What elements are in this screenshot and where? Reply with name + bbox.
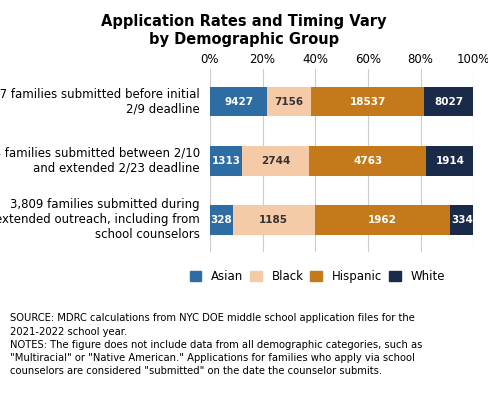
Bar: [427, 146, 473, 175]
Bar: [267, 87, 311, 116]
Bar: [425, 87, 473, 116]
Text: 7156: 7156: [275, 97, 304, 107]
Bar: [210, 146, 242, 175]
Bar: [210, 87, 267, 116]
Text: 9427: 9427: [224, 97, 253, 107]
Bar: [450, 205, 473, 234]
Text: 18537: 18537: [349, 97, 386, 107]
Text: 4763: 4763: [353, 156, 383, 166]
Text: 3,809 families submitted during
extended outreach, including from
school counsel: 3,809 families submitted during extended…: [0, 198, 200, 241]
Text: 328: 328: [210, 215, 232, 225]
Bar: [242, 146, 309, 175]
Bar: [309, 146, 427, 175]
Bar: [233, 205, 314, 234]
Text: Application Rates and Timing Vary
by Demographic Group: Application Rates and Timing Vary by Dem…: [101, 14, 387, 47]
Text: SOURCE: MDRC calculations from NYC DOE middle school application files for the
2: SOURCE: MDRC calculations from NYC DOE m…: [10, 313, 422, 376]
Text: 1914: 1914: [435, 156, 465, 166]
Text: 8027: 8027: [434, 97, 464, 107]
Text: 1313: 1313: [211, 156, 241, 166]
Bar: [311, 87, 425, 116]
Text: 334: 334: [451, 215, 473, 225]
Text: 10,734 families submitted between 2/10
and extended 2/23 deadline: 10,734 families submitted between 2/10 a…: [0, 147, 200, 175]
Text: 1962: 1962: [368, 215, 397, 225]
Text: 1185: 1185: [259, 215, 288, 225]
Bar: [210, 205, 233, 234]
Legend: Asian, Black, Hispanic, White: Asian, Black, Hispanic, White: [189, 270, 445, 283]
Bar: [314, 205, 450, 234]
Text: 43,147 families submitted before initial
2/9 deadline: 43,147 families submitted before initial…: [0, 88, 200, 116]
Text: 2744: 2744: [261, 156, 290, 166]
